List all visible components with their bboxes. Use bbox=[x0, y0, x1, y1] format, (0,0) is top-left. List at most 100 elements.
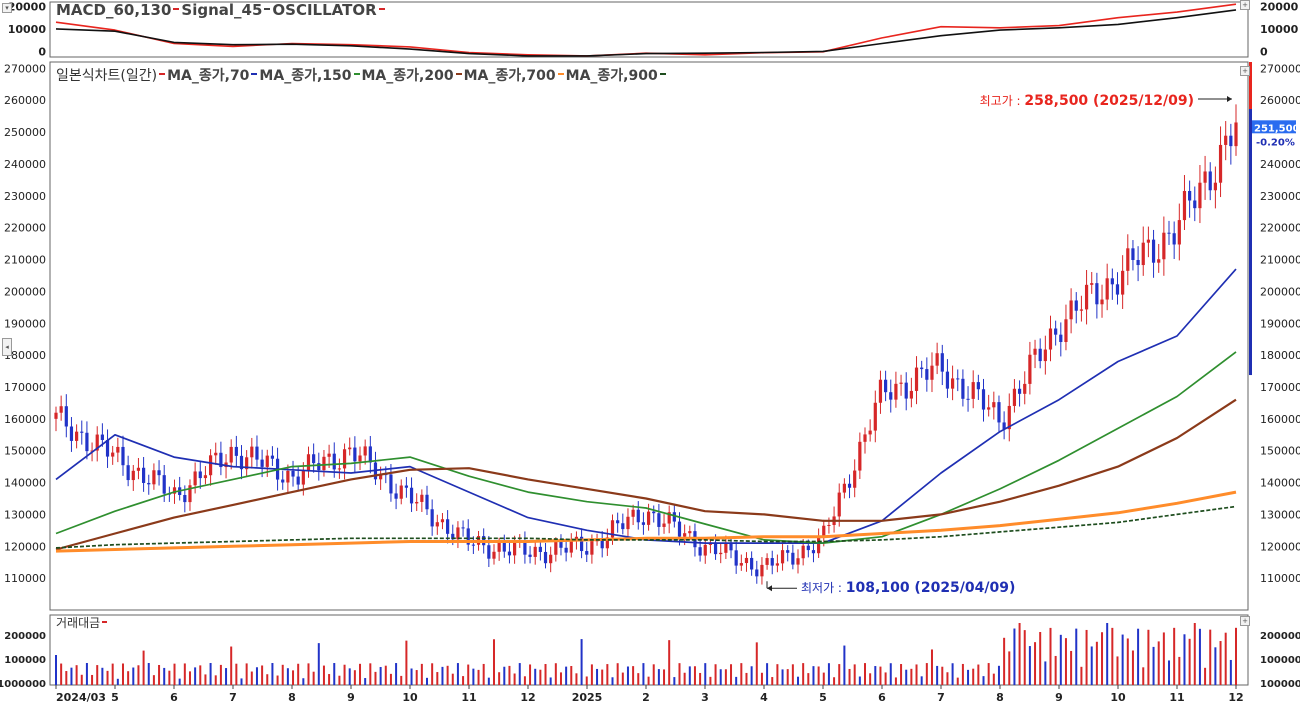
volume-bar bbox=[1106, 623, 1109, 685]
volume-bar bbox=[467, 664, 470, 685]
candle-body bbox=[394, 493, 398, 499]
volume-bar bbox=[760, 672, 763, 685]
volume-bar bbox=[338, 675, 341, 685]
candle-body bbox=[100, 434, 104, 440]
volume-bar bbox=[822, 672, 825, 685]
candle-body bbox=[270, 455, 275, 459]
price-legend-marker-title bbox=[159, 73, 166, 75]
candle-body bbox=[136, 467, 141, 471]
left-panel-handle[interactable]: ◂ bbox=[2, 338, 12, 356]
volume-bar bbox=[276, 675, 279, 685]
candle-body bbox=[997, 402, 1001, 423]
candle-body bbox=[1208, 171, 1212, 191]
candle-body bbox=[95, 434, 99, 451]
candle-body bbox=[430, 509, 434, 527]
candle-body bbox=[111, 452, 115, 457]
ma150-line bbox=[55, 351, 1237, 544]
candle-body bbox=[538, 546, 542, 552]
volume-bar bbox=[1003, 637, 1006, 685]
candle-body bbox=[904, 382, 908, 399]
candle-body bbox=[105, 439, 110, 457]
candle-body bbox=[446, 519, 450, 534]
volume-bar bbox=[580, 639, 583, 685]
candle-body bbox=[755, 569, 759, 577]
candle-body bbox=[306, 454, 311, 470]
candle-body bbox=[889, 392, 893, 400]
candle-body bbox=[739, 563, 743, 566]
volume-bar bbox=[194, 667, 197, 685]
candle-body bbox=[64, 406, 68, 427]
volume-bar bbox=[802, 663, 805, 685]
volume-bar bbox=[137, 665, 140, 685]
candle-body bbox=[1043, 349, 1047, 362]
candle-body bbox=[1038, 348, 1042, 362]
candle-body bbox=[291, 470, 295, 477]
candle-body bbox=[677, 521, 682, 537]
candle-body bbox=[152, 470, 156, 485]
volume-bar bbox=[735, 676, 738, 685]
volume-expand-button[interactable]: + bbox=[1240, 616, 1250, 626]
candle-body bbox=[744, 557, 749, 564]
macd-expand-button[interactable]: + bbox=[1240, 0, 1250, 10]
candle-body bbox=[713, 542, 718, 555]
volume-bar bbox=[91, 674, 94, 685]
x-tick-label: 3 bbox=[701, 691, 709, 704]
candle-body bbox=[626, 516, 630, 530]
volume-bar bbox=[1085, 629, 1088, 685]
candle-body bbox=[698, 547, 702, 556]
volume-left-tick-label: 1000000 bbox=[0, 679, 46, 690]
volume-left-tick-label: 200000 bbox=[4, 631, 46, 642]
price-high-indicator-bar bbox=[1249, 62, 1252, 110]
candle-body bbox=[853, 470, 857, 488]
candle-body bbox=[451, 533, 455, 540]
candle-body bbox=[801, 545, 805, 559]
candle-body bbox=[729, 542, 733, 551]
volume-bar bbox=[1049, 627, 1052, 685]
volume-bar bbox=[776, 664, 779, 685]
volume-bar bbox=[307, 663, 310, 685]
price-right-tick-label: 260000 bbox=[1260, 94, 1300, 107]
volume-bar bbox=[1008, 651, 1011, 685]
candle-body bbox=[945, 371, 950, 389]
volume-bar bbox=[863, 663, 866, 685]
volume-bar bbox=[80, 674, 83, 685]
volume-bar bbox=[106, 670, 109, 685]
candle-body bbox=[1193, 200, 1197, 209]
volume-bar bbox=[621, 672, 624, 685]
macd-panel-frame bbox=[49, 1, 1249, 58]
volume-bar bbox=[688, 666, 691, 685]
price-left-tick-label: 230000 bbox=[4, 190, 46, 203]
volume-bar bbox=[158, 664, 161, 685]
volume-bar bbox=[472, 668, 475, 685]
candle-body bbox=[909, 390, 913, 399]
volume-bar bbox=[575, 673, 578, 685]
candle-body bbox=[404, 485, 408, 488]
volume-bar bbox=[642, 663, 645, 685]
candle-body bbox=[1064, 319, 1068, 343]
volume-bar bbox=[946, 672, 949, 685]
candle-body bbox=[1023, 383, 1027, 394]
candle-body bbox=[1100, 299, 1104, 305]
price-expand-button[interactable]: + bbox=[1240, 66, 1250, 76]
macd-left-tick-label: 20000 bbox=[8, 0, 47, 13]
volume-bar bbox=[513, 673, 516, 685]
candle-body bbox=[1084, 284, 1089, 310]
volume-bar bbox=[786, 669, 789, 685]
volume-bar bbox=[1059, 634, 1062, 685]
volume-bar bbox=[261, 665, 264, 685]
candle-body bbox=[657, 513, 661, 527]
macd-collapse-button[interactable]: ▾ bbox=[2, 3, 12, 13]
x-tick-label: 12 bbox=[520, 691, 535, 704]
candle-body bbox=[822, 525, 826, 538]
candle-body bbox=[198, 471, 202, 479]
candle-body bbox=[523, 540, 527, 555]
volume-bar bbox=[415, 670, 418, 685]
volume-bar bbox=[302, 678, 305, 685]
volume-bar bbox=[405, 640, 408, 685]
high-annotation-value: 258,500 (2025/12/09) bbox=[1024, 93, 1194, 109]
candle-body bbox=[435, 522, 439, 527]
candle-body bbox=[363, 446, 367, 456]
candle-body bbox=[1229, 135, 1233, 147]
volume-bar bbox=[771, 677, 774, 685]
